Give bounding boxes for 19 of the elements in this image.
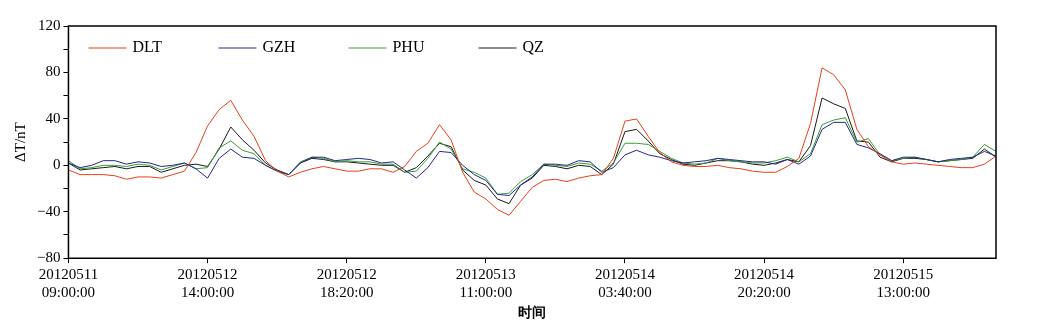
x-tick-label: 20120514 20:20:00 — [734, 266, 795, 301]
legend-label: QZ — [522, 38, 544, 56]
y-tick-label: 40 — [45, 109, 61, 126]
x-axis-title: 时间 — [518, 304, 547, 321]
x-tick-label: 20120515 13:00:00 — [873, 266, 934, 301]
y-tick-label: 0 — [52, 156, 61, 173]
x-tick-label: 20120512 14:00:00 — [177, 266, 238, 301]
x-tick-label: 20120511 09:00:00 — [38, 266, 99, 301]
y-tick-label: 80 — [45, 63, 61, 80]
legend-label: GZH — [262, 38, 296, 56]
x-tick-label: 20120513 11:00:00 — [455, 266, 516, 301]
y-tick-label: −40 — [36, 202, 61, 219]
y-tick-label: −80 — [36, 249, 61, 266]
legend-label: DLT — [132, 38, 163, 56]
legend-label: PHU — [392, 38, 425, 56]
y-axis-title: ΔT/nT — [11, 122, 28, 162]
x-tick-label: 20120512 18:20:00 — [316, 266, 377, 301]
y-tick-label: 120 — [37, 16, 61, 33]
x-tick-label: 20120514 03:40:00 — [594, 266, 656, 301]
